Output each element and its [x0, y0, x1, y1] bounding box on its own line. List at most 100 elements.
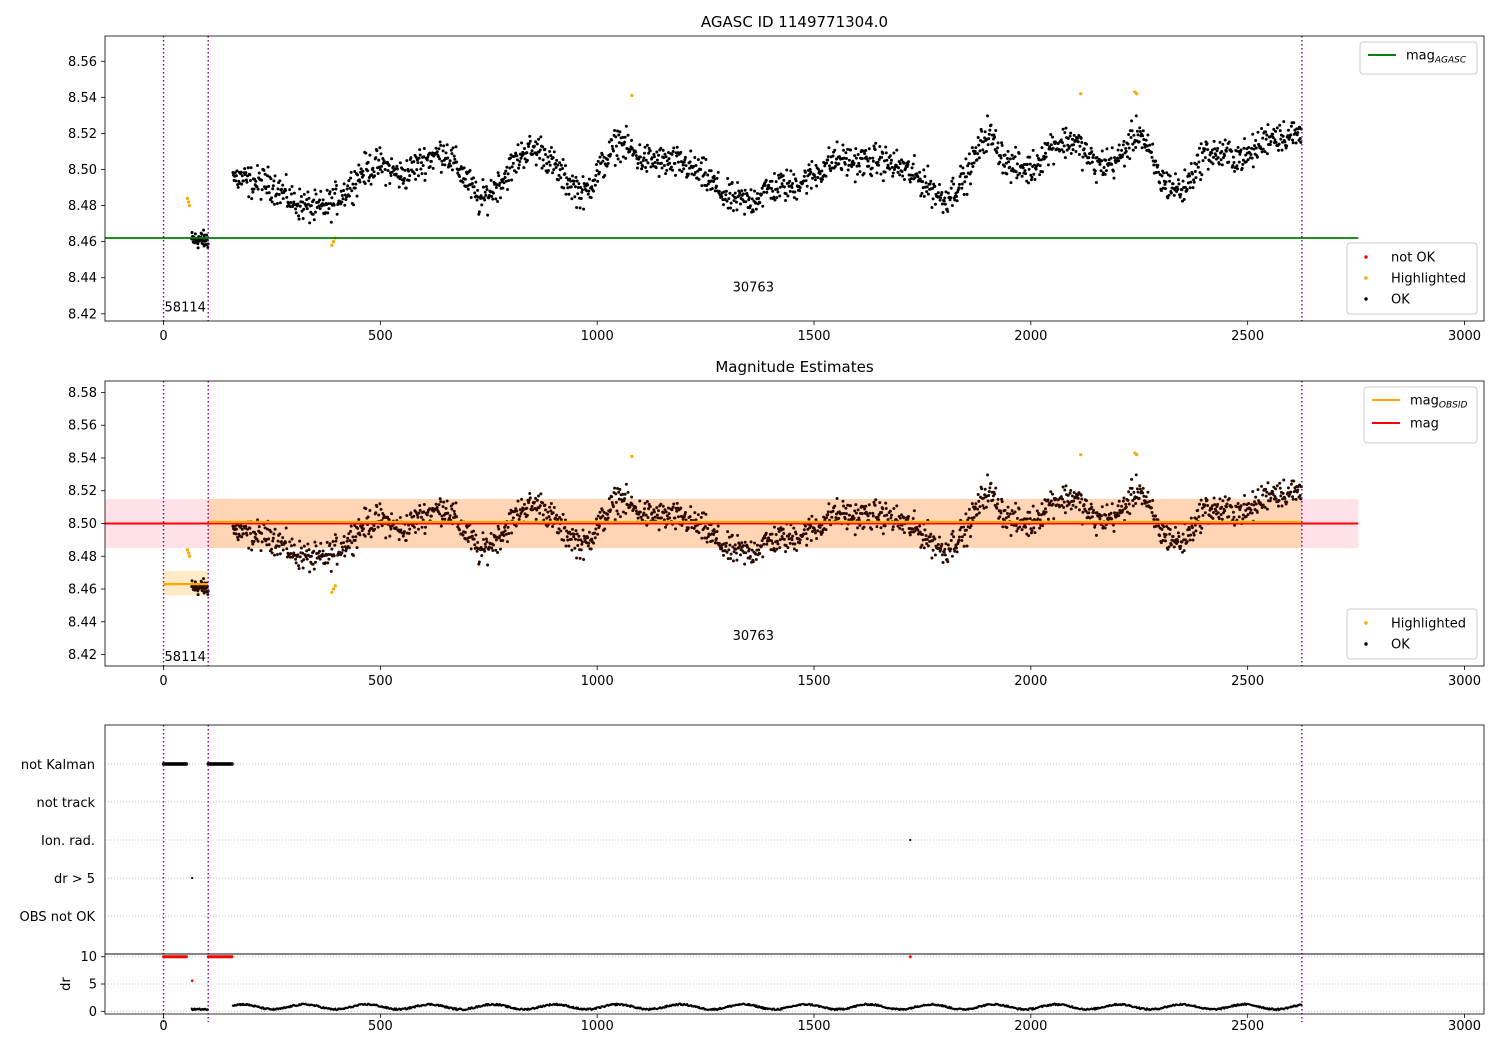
est-xtick-label: 3000	[1448, 674, 1481, 689]
agasc-ok-point	[699, 168, 703, 172]
agasc-highlighted-point	[1135, 92, 1139, 96]
est-ok-point	[991, 498, 995, 502]
agasc-ok-point	[1035, 154, 1039, 158]
agasc-ok-point	[448, 159, 452, 163]
agasc-ok-point	[662, 164, 666, 168]
est-ok-point	[634, 509, 638, 513]
est-ok-point	[275, 544, 279, 548]
agasc-ok-point	[1200, 173, 1204, 177]
agasc-ok-point	[959, 172, 963, 176]
agasc-ok-point	[727, 183, 731, 187]
est-ok-point	[623, 497, 627, 501]
est-ok-point	[272, 532, 276, 536]
agasc-ok-point	[1140, 146, 1144, 150]
agasc-ok-point	[341, 197, 345, 201]
agasc-ok-point	[1130, 119, 1134, 123]
est-ok-point	[755, 543, 759, 547]
agasc-ok-point	[474, 180, 478, 184]
agasc-ok-point	[857, 164, 861, 168]
agasc-ok-point	[787, 184, 791, 188]
agasc-ok-point	[454, 145, 458, 149]
est-ok-point	[594, 517, 598, 521]
agasc-ok-point	[586, 183, 590, 187]
agasc-ok-point	[517, 166, 521, 170]
agasc-ok-point	[1125, 155, 1129, 159]
agasc-ok-point	[579, 185, 583, 189]
agasc-ok-point	[483, 198, 487, 202]
agasc-ok-point	[193, 232, 197, 236]
agasc-ok-point	[601, 159, 605, 163]
est-ok-point	[372, 524, 376, 528]
est-ok-point	[444, 506, 448, 510]
agasc-ok-point	[1128, 157, 1132, 161]
agasc-ytick-label: 8.46	[68, 235, 97, 250]
est-ok-point	[412, 525, 416, 529]
agasc-ok-point	[1213, 147, 1217, 151]
agasc-ok-point	[1008, 165, 1012, 169]
agasc-ok-point	[541, 158, 545, 162]
agasc-ok-point	[498, 181, 502, 185]
est-ok-point	[609, 508, 613, 512]
agasc-ok-point	[970, 146, 974, 150]
agasc-ok-point	[716, 170, 720, 174]
agasc-ok-point	[1232, 161, 1236, 165]
est-ok-point	[854, 503, 858, 507]
agasc-ok-point	[837, 162, 841, 166]
agasc-ok-point	[890, 158, 894, 162]
agasc-ok-point	[1127, 146, 1131, 150]
agasc-ok-point	[827, 146, 831, 150]
est-legend-marker-1	[1364, 642, 1368, 646]
flag-point	[191, 876, 194, 880]
est-ok-point	[891, 525, 895, 529]
est-ok-point	[343, 554, 347, 558]
agasc-ok-point	[1286, 128, 1290, 132]
est-ok-point	[399, 528, 403, 532]
est-ok-point	[995, 502, 999, 506]
agasc-ok-point	[898, 162, 902, 166]
agasc-ok-point	[1131, 148, 1135, 152]
agasc-ok-point	[265, 174, 269, 178]
agasc-ok-point	[876, 160, 880, 164]
agasc-ok-point	[190, 230, 194, 234]
agasc-ok-point	[549, 154, 553, 158]
agasc-ok-point	[202, 228, 206, 232]
est-ok-point	[988, 486, 992, 490]
agasc-ok-point	[1225, 146, 1229, 150]
agasc-ok-point	[724, 193, 728, 197]
est-ok-point	[301, 551, 305, 555]
agasc-ok-point	[704, 157, 708, 161]
agasc-ok-point	[1032, 163, 1036, 167]
est-ok-point	[643, 501, 647, 505]
agasc-ok-point	[598, 155, 602, 159]
est-ok-point	[1140, 502, 1144, 506]
est-ok-point	[636, 516, 640, 520]
agasc-ok-point	[344, 198, 348, 202]
est-ok-point	[700, 536, 704, 540]
est-ok-point	[919, 545, 923, 549]
agasc-ok-point	[590, 185, 594, 189]
agasc-ok-point	[648, 149, 652, 153]
est-ok-point	[522, 502, 526, 506]
est-ok-point	[539, 492, 543, 496]
dr-ylabel: dr	[59, 977, 74, 991]
dr-outlier-point	[190, 979, 194, 983]
est-ok-point	[304, 555, 308, 559]
est-ok-point	[747, 547, 751, 551]
agasc-ok-point	[1231, 164, 1235, 168]
agasc-ok-point	[301, 200, 305, 204]
agasc-ok-point	[1166, 196, 1170, 200]
est-ok-point	[551, 524, 555, 528]
agasc-ok-point	[833, 148, 837, 152]
agasc-ok-point	[419, 161, 423, 165]
est-ok-point	[769, 548, 773, 552]
agasc-ok-point	[289, 201, 293, 205]
agasc-ok-point	[909, 177, 913, 181]
est-ok-point	[705, 540, 709, 544]
agasc-ok-point	[534, 163, 538, 167]
agasc-ok-point	[1031, 148, 1035, 152]
agasc-ok-point	[1180, 188, 1184, 192]
agasc-ok-point	[378, 168, 382, 172]
est-ok-point	[367, 532, 371, 536]
est-ok-point	[1289, 482, 1293, 486]
agasc-ok-point	[919, 194, 923, 198]
